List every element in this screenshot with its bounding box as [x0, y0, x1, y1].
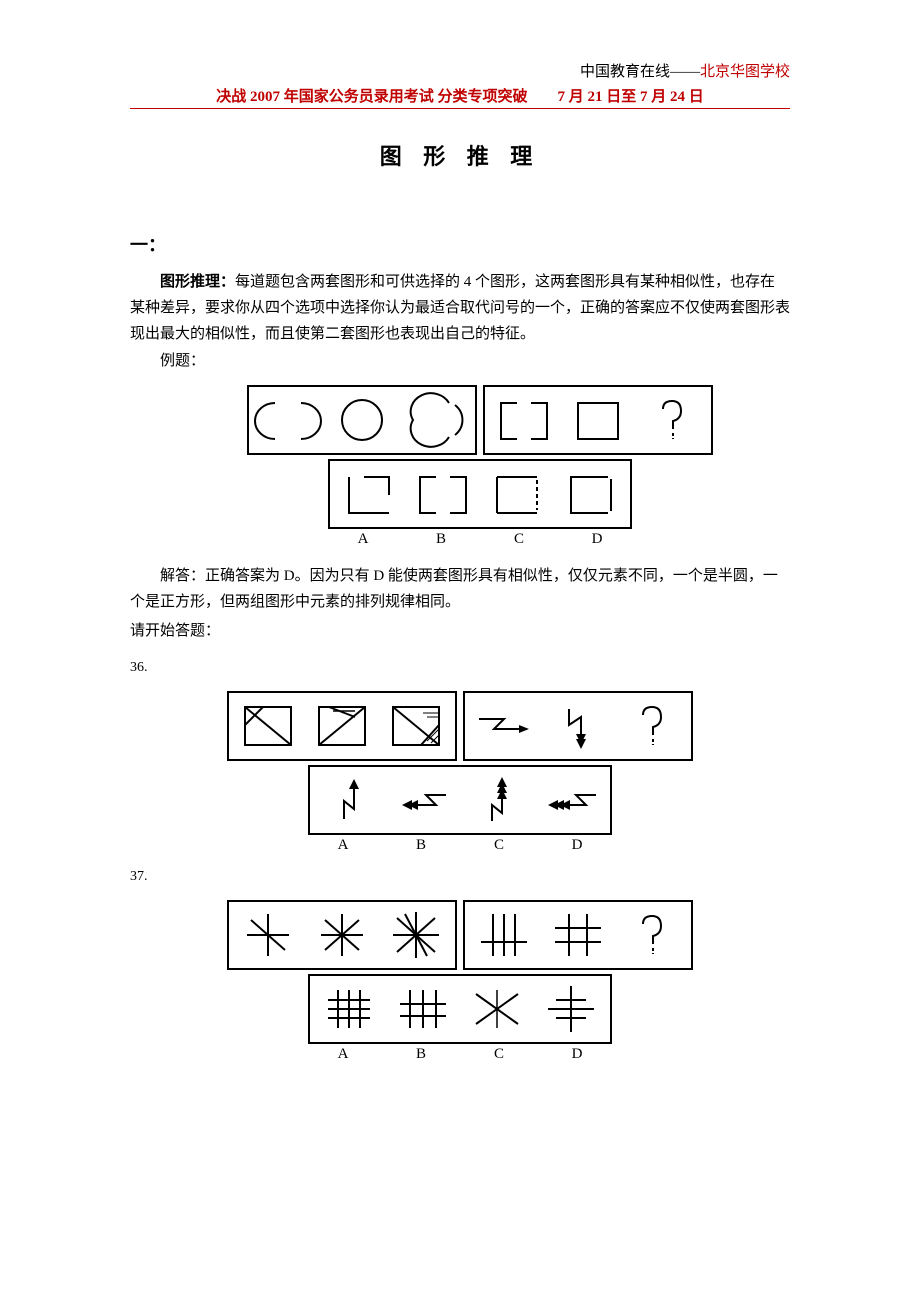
q36-left-1 — [233, 697, 303, 755]
instruction-paragraph: 图形推理：每道题包含两套图形和可供选择的 4 个图形，这两套图形具有某种相似性，… — [130, 269, 790, 347]
q37-label-d: D — [538, 1046, 616, 1063]
q36-label-a: A — [304, 837, 382, 854]
begin-answer-label: 请开始答题： — [130, 619, 790, 640]
example-right-2 — [563, 391, 633, 449]
q36-left-group — [227, 691, 457, 761]
section-number: 一： — [130, 231, 790, 257]
q36-label-b: B — [382, 837, 460, 854]
q37-options-row — [130, 974, 790, 1044]
label-b: B — [402, 531, 480, 548]
header-line2: 决战 2007 年国家公务员录用考试 分类专项突破 7 月 21 日至 7 月 2… — [130, 85, 790, 106]
example-option-b — [408, 465, 478, 523]
q37-label-b: B — [382, 1046, 460, 1063]
q36-right-group — [463, 691, 693, 761]
q37-right-group — [463, 900, 693, 970]
q36-options-box — [308, 765, 612, 835]
q37-figure: A B C D — [130, 900, 790, 1063]
q36-right-question — [617, 697, 687, 755]
example-right-question — [637, 391, 707, 449]
header-date: 7 月 21 日至 7 月 24 日 — [558, 89, 704, 105]
q37-left-3 — [381, 906, 451, 964]
q36-left-3 — [381, 697, 451, 755]
q37-right-1 — [469, 906, 539, 964]
q36-option-d — [536, 771, 606, 829]
q36-label-c: C — [460, 837, 538, 854]
q37-right-question — [617, 906, 687, 964]
q37-left-group — [227, 900, 457, 970]
q37-label-a: A — [304, 1046, 382, 1063]
q37-option-b — [388, 980, 458, 1038]
example-right-group — [483, 385, 713, 455]
header-source-red: 北京华图学校 — [700, 64, 790, 80]
q37-left-1 — [233, 906, 303, 964]
page-title: 图 形 推 理 — [130, 139, 790, 171]
q36-left-2 — [307, 697, 377, 755]
example-options-row — [170, 459, 790, 529]
q37-label-c: C — [460, 1046, 538, 1063]
q37-option-d — [536, 980, 606, 1038]
example-left-group — [247, 385, 477, 455]
header-source-black: 中国教育在线—— — [580, 64, 700, 80]
q37-option-a — [314, 980, 384, 1038]
example-question-row — [170, 385, 790, 455]
example-option-a — [334, 465, 404, 523]
header-divider — [130, 108, 790, 109]
q37-options-box — [308, 974, 612, 1044]
example-option-c — [482, 465, 552, 523]
label-d: D — [558, 531, 636, 548]
q37-left-2 — [307, 906, 377, 964]
example-left-3 — [401, 391, 471, 449]
header-line1: 中国教育在线——北京华图学校 — [130, 60, 790, 81]
q37-option-c — [462, 980, 532, 1038]
q36-right-2 — [543, 697, 613, 755]
q36-options-row — [130, 765, 790, 835]
q37-number: 37. — [130, 869, 790, 885]
example-options-box — [328, 459, 632, 529]
example-answer-text: 解答：正确答案为 D。因为只有 D 能使两套图形具有相似性，仅仅元素不同，一个是… — [130, 563, 790, 615]
q37-option-labels: A B C D — [130, 1046, 790, 1063]
q36-option-c — [462, 771, 532, 829]
page-header: 中国教育在线——北京华图学校 — [130, 60, 790, 81]
q36-right-1 — [469, 697, 539, 755]
example-left-1 — [253, 391, 323, 449]
q36-option-a — [314, 771, 384, 829]
header-exam-title: 决战 2007 年国家公务员录用考试 分类专项突破 — [216, 89, 527, 105]
q36-figure: A B C D — [130, 691, 790, 854]
example-option-d — [556, 465, 626, 523]
q36-question-row — [130, 691, 790, 761]
label-c: C — [480, 531, 558, 548]
q37-right-2 — [543, 906, 613, 964]
example-right-1 — [489, 391, 559, 449]
example-figure: A B C D — [170, 385, 790, 548]
example-option-labels: A B C D — [170, 531, 790, 548]
q36-label-d: D — [538, 837, 616, 854]
q36-number: 36. — [130, 660, 790, 676]
q36-option-labels: A B C D — [130, 837, 790, 854]
label-a: A — [324, 531, 402, 548]
example-label: 例题： — [130, 349, 790, 370]
example-left-2 — [327, 391, 397, 449]
instruction-lead-bold: 图形推理： — [160, 274, 235, 290]
q36-option-b — [388, 771, 458, 829]
q37-question-row — [130, 900, 790, 970]
